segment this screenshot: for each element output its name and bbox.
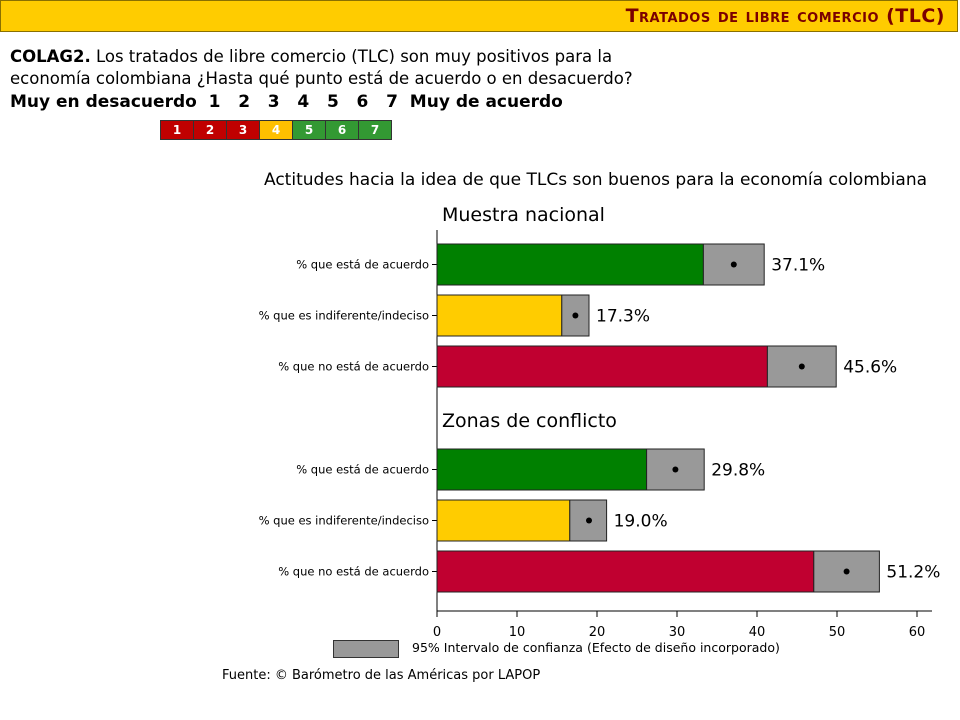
point-estimate xyxy=(843,568,850,575)
bar xyxy=(436,243,704,286)
category-label: % que no está de acuerdo xyxy=(278,565,429,579)
x-tick-label: 60 xyxy=(909,625,926,640)
x-tick-label: 40 xyxy=(749,625,766,640)
point-estimate xyxy=(672,466,679,473)
legend-ci-swatch xyxy=(333,640,399,658)
bar xyxy=(436,294,563,337)
value-label: 17.3% xyxy=(596,307,650,327)
point-estimate xyxy=(586,517,592,524)
x-tick-label: 50 xyxy=(829,625,846,640)
header-title: Tratados de libre comercio (TLC) xyxy=(625,5,945,27)
scale-boxes: 1 2 3 4 5 6 7 xyxy=(160,120,392,140)
value-label: 37.1% xyxy=(771,256,825,276)
scale-box-7: 7 xyxy=(358,120,392,140)
question-text: COLAG2. Los tratados de libre comercio (… xyxy=(10,46,690,90)
category-label: % que no está de acuerdo xyxy=(278,360,429,374)
panel-title-conflict: Zonas de conflicto xyxy=(442,410,617,432)
bar xyxy=(436,499,571,542)
x-tick-label: 30 xyxy=(669,625,686,640)
category-label: % que está de acuerdo xyxy=(296,258,429,272)
bar xyxy=(436,345,768,388)
category-label: % que está de acuerdo xyxy=(296,463,429,477)
bar xyxy=(436,448,648,491)
bar xyxy=(436,550,815,593)
value-label: 51.2% xyxy=(886,563,940,583)
source-note: Fuente: © Barómetro de las Américas por … xyxy=(222,668,541,683)
x-tick-label: 0 xyxy=(433,625,441,640)
point-estimate xyxy=(730,261,737,268)
question-body: Los tratados de libre comercio (TLC) son… xyxy=(10,47,633,88)
scale-legend-text: Muy en desacuerdo 1 2 3 4 5 6 7 Muy de a… xyxy=(10,92,563,112)
question-code: COLAG2. xyxy=(10,47,91,66)
category-label: % que es indiferente/indeciso xyxy=(259,309,429,323)
point-estimate xyxy=(798,363,805,370)
legend-ci-label: 95% Intervalo de confianza (Efecto de di… xyxy=(412,640,780,655)
value-label: 29.8% xyxy=(711,461,765,481)
header-bar: Tratados de libre comercio (TLC) xyxy=(0,0,958,32)
x-tick-label: 10 xyxy=(509,625,526,640)
category-label: % que es indiferente/indeciso xyxy=(259,514,429,528)
chart-title: Actitudes hacia la idea de que TLCs son … xyxy=(264,170,928,190)
point-estimate xyxy=(572,312,579,319)
panel-title-national: Muestra nacional xyxy=(442,204,605,226)
value-label: 19.0% xyxy=(614,512,668,532)
x-tick-label: 20 xyxy=(589,625,606,640)
value-label: 45.6% xyxy=(843,358,897,378)
